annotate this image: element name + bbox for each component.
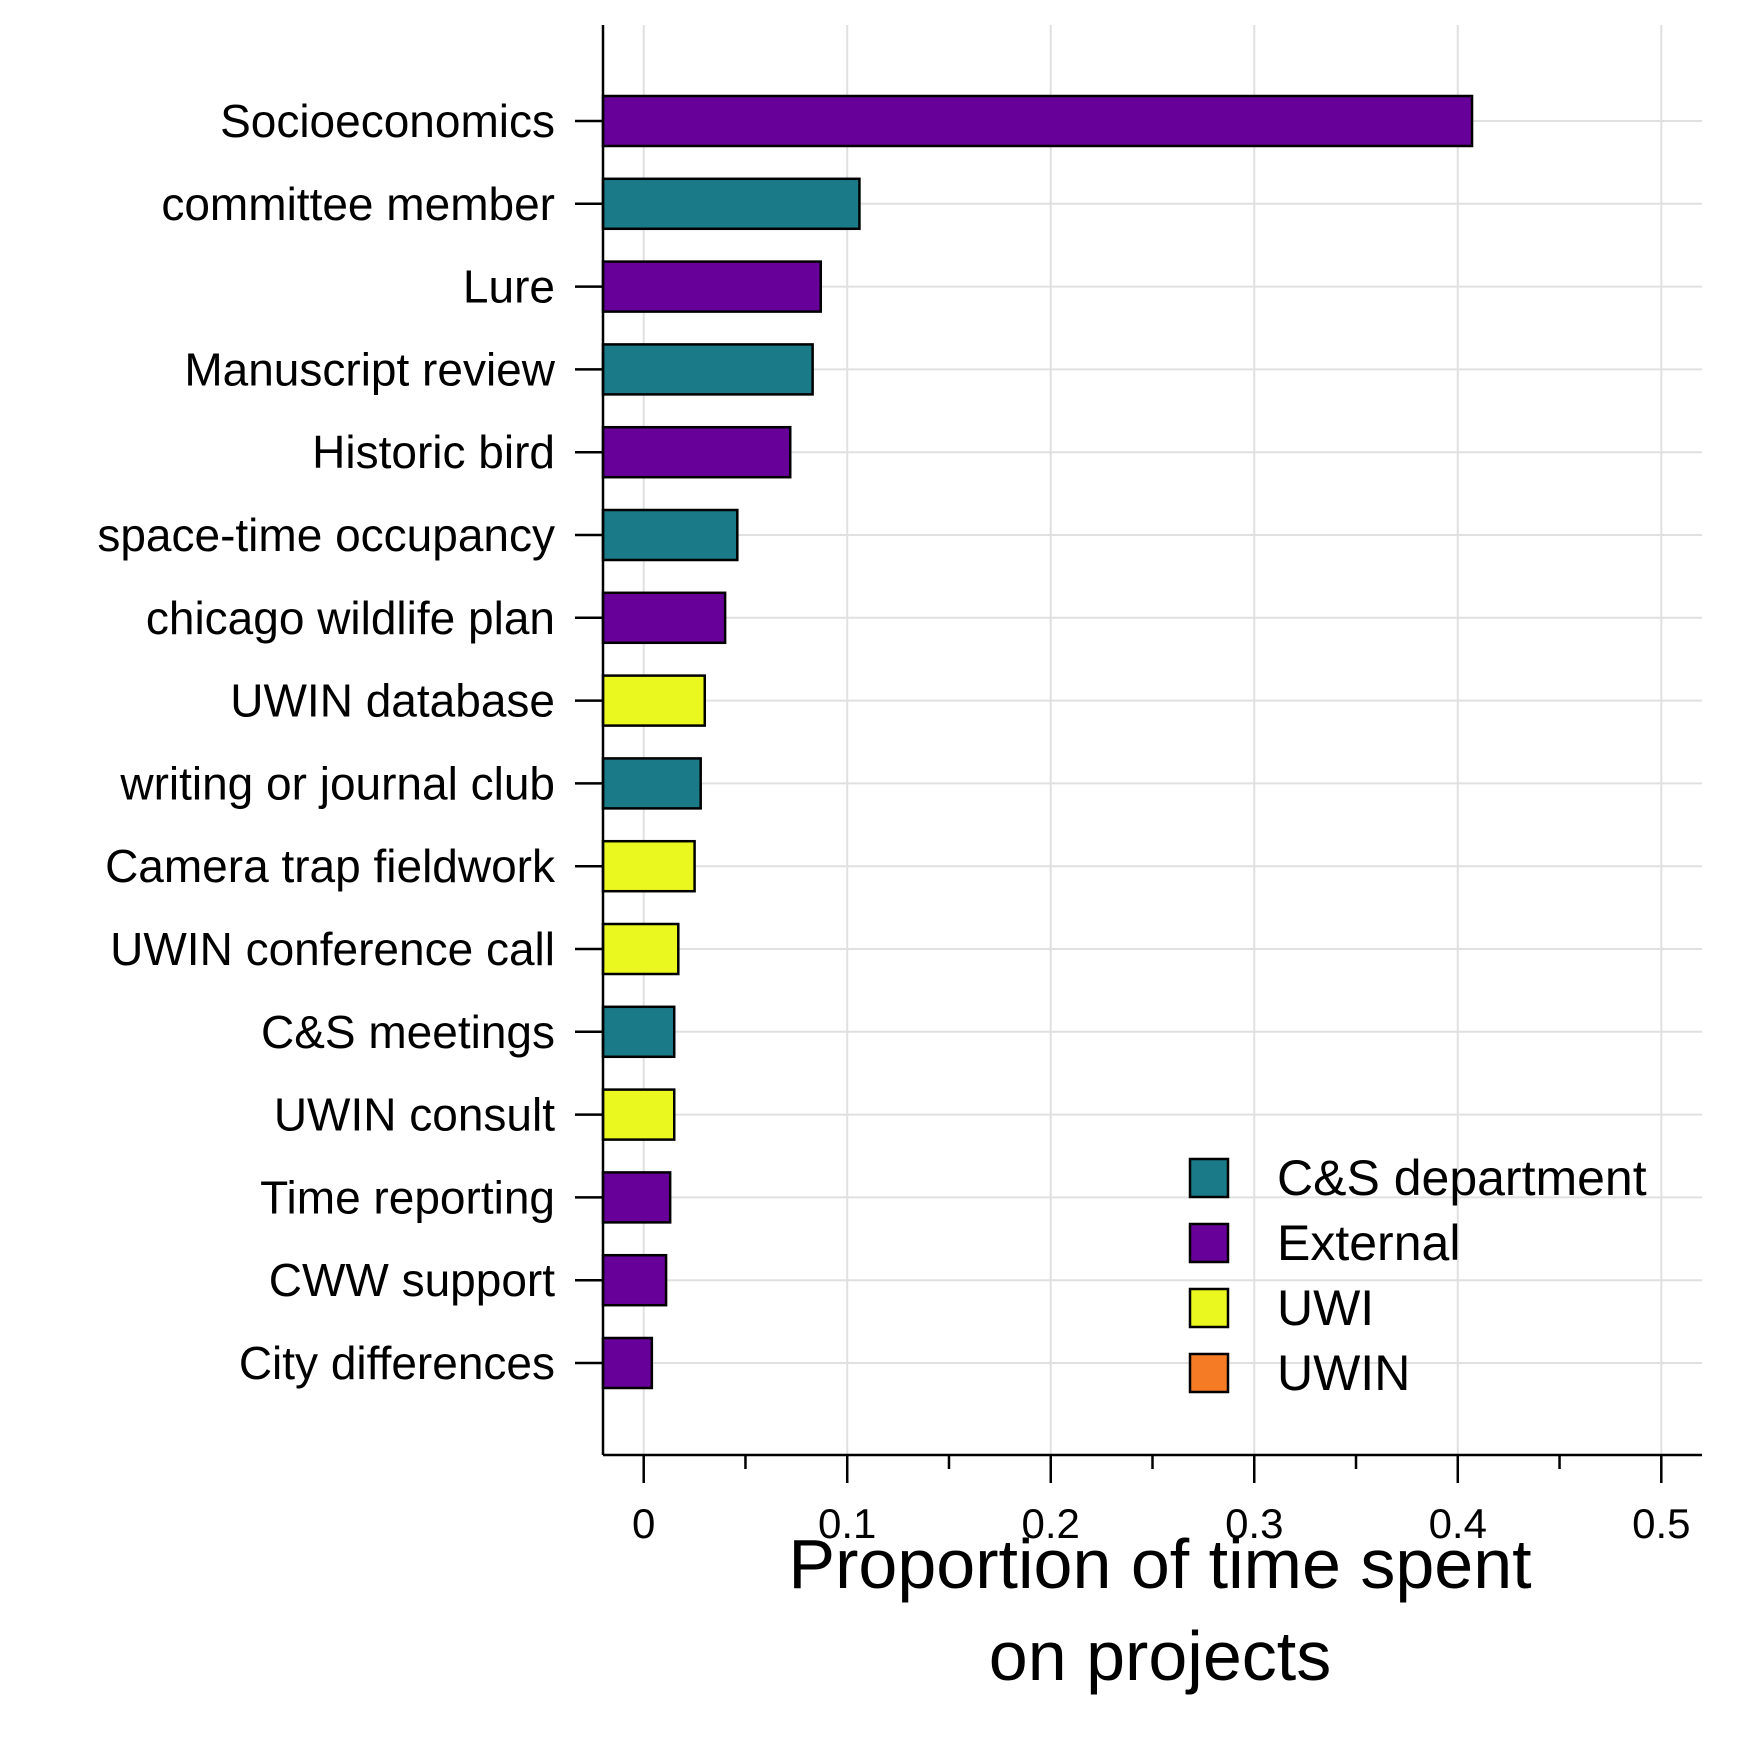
bar-2 bbox=[601, 260, 823, 313]
x-tick-label-0: 0 bbox=[632, 1500, 655, 1547]
category-label-12: UWIN consult bbox=[274, 1089, 555, 1141]
bar-12 bbox=[601, 1088, 676, 1141]
bar-5 bbox=[601, 508, 739, 562]
legend: C&S department External UWI UWIN bbox=[1188, 1150, 1647, 1401]
legend-swatch-3 bbox=[1188, 1352, 1230, 1394]
legend-swatch-2 bbox=[1188, 1287, 1230, 1329]
bar-1 bbox=[601, 177, 861, 231]
legend-swatch-0 bbox=[1188, 1157, 1230, 1199]
category-label-6: chicago wildlife plan bbox=[146, 592, 555, 644]
x-tick-label-5: 0.5 bbox=[1632, 1500, 1690, 1547]
legend-label-3: UWIN bbox=[1277, 1345, 1410, 1401]
bars bbox=[601, 94, 1474, 1390]
x-tick-label-3: 0.3 bbox=[1225, 1500, 1283, 1547]
bar-10 bbox=[601, 922, 680, 976]
bar-9 bbox=[601, 839, 696, 893]
x-tick-labels: 0 0.1 0.2 0.3 0.4 0.5 bbox=[632, 1500, 1690, 1547]
category-label-3: Manuscript review bbox=[184, 343, 555, 395]
legend-label-1: External bbox=[1277, 1215, 1460, 1271]
category-label-7: UWIN database bbox=[230, 675, 555, 727]
bar-3 bbox=[601, 343, 814, 396]
bar-13 bbox=[601, 1171, 672, 1224]
x-axis-title-line-2: on projects bbox=[989, 1617, 1331, 1695]
category-label-5: space-time occupancy bbox=[97, 509, 555, 561]
bar-14 bbox=[601, 1253, 668, 1307]
category-label-1: committee member bbox=[161, 178, 555, 230]
x-tick-label-2: 0.2 bbox=[1022, 1500, 1080, 1547]
category-label-0: Socioeconomics bbox=[220, 95, 555, 147]
category-label-10: UWIN conference call bbox=[110, 923, 555, 975]
x-tick-label-1: 0.1 bbox=[818, 1500, 876, 1547]
category-label-2: Lure bbox=[463, 261, 555, 313]
category-label-14: CWW support bbox=[269, 1254, 555, 1306]
category-label-11: C&S meetings bbox=[261, 1006, 555, 1058]
bar-11 bbox=[601, 1005, 676, 1059]
category-labels: Socioeconomics committee member Lure Manusc… bbox=[97, 95, 556, 1389]
legend-swatch-1 bbox=[1188, 1222, 1230, 1264]
legend-label-2: UWI bbox=[1277, 1280, 1374, 1336]
category-label-15: City differences bbox=[239, 1337, 555, 1389]
bar-6 bbox=[601, 591, 727, 645]
bar-0 bbox=[601, 94, 1474, 148]
axes bbox=[575, 25, 1702, 1483]
x-axis-title-line-1: Proportion of time spent bbox=[788, 1525, 1531, 1603]
bar-4 bbox=[601, 425, 792, 479]
legend-label-0: C&S department bbox=[1277, 1150, 1647, 1206]
category-label-9: Camera trap fieldwork bbox=[105, 840, 556, 892]
category-label-8: writing or journal club bbox=[119, 757, 555, 809]
grid-lines bbox=[603, 25, 1702, 1455]
bar-7 bbox=[601, 674, 707, 727]
category-label-4: Historic bird bbox=[312, 426, 555, 478]
bar-15 bbox=[601, 1336, 654, 1390]
bar-8 bbox=[601, 757, 702, 810]
category-label-13: Time reporting bbox=[260, 1171, 555, 1223]
x-tick-label-4: 0.4 bbox=[1429, 1500, 1487, 1547]
